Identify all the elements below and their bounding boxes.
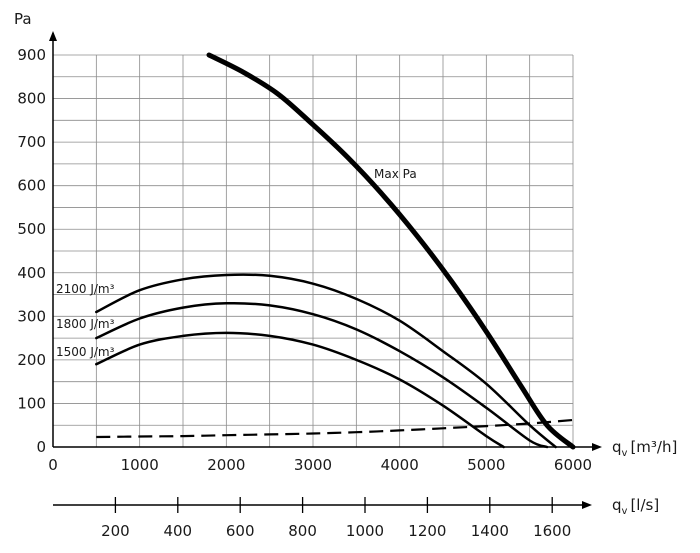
series-line-dashed [96,418,574,439]
x-tick-label: 5000 [467,456,505,474]
x-tick-label: 6000 [554,456,592,474]
y-tick-label: 0 [36,438,46,456]
y-axis-label: Pa [14,10,32,28]
series-label: 1500 J/m³ [56,345,115,359]
labels-group: Pa 0 100 200 300 400 500 600 700 800 900 0 1000 2000… [14,10,677,540]
series-line-max-pa [206,52,576,450]
y-tick-label: 900 [17,46,46,64]
y-tick-label: 600 [17,177,46,195]
series-line-energy [95,331,505,449]
x2-tick-label: 400 [163,522,192,540]
axes [49,31,602,513]
series-line-energy [95,273,557,449]
x2-tick-label: 1200 [408,522,446,540]
x2-tick-label: 200 [101,522,130,540]
x2-tick-label: 600 [226,522,255,540]
x-axis-label: qv [m³/h] [612,438,677,459]
series-label: 2100 J/m³ [56,282,115,296]
series-group [95,52,576,450]
y-tick-label: 100 [17,394,46,412]
x-tick-label: 3000 [294,456,332,474]
series-label: 1800 J/m³ [56,317,115,331]
grid [53,54,574,447]
x2-axis-arrow [582,501,592,509]
series-line-energy [95,301,549,449]
y-tick-label: 400 [17,264,46,282]
x2-tick-label: 1600 [533,522,571,540]
x-tick-label: 2000 [207,456,245,474]
x-tick-label: 0 [48,456,58,474]
y-tick-label: 200 [17,351,46,369]
x2-axis-label: qv [l/s] [612,496,659,517]
y-tick-label: 800 [17,90,46,108]
x2-tick-label: 1000 [346,522,384,540]
y-tick-label: 500 [17,220,46,238]
x2-tick-label: 800 [288,522,317,540]
y-axis-arrow [49,31,57,41]
x-tick-label: 4000 [381,456,419,474]
y-tick-label: 300 [17,307,46,325]
y-tick-label: 700 [17,133,46,151]
series-label: Max Pa [374,167,417,181]
x-axis-arrow [592,443,602,451]
x2-tick-label: 1400 [471,522,509,540]
x-tick-label: 1000 [121,456,159,474]
